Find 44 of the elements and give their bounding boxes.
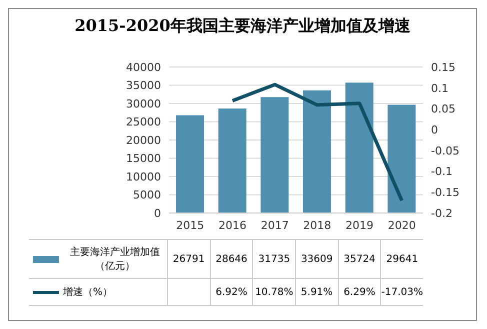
y-tick-label: 0 bbox=[154, 206, 161, 220]
y2-tick-label: -0.1 bbox=[431, 165, 452, 178]
y-tick-label: 40000 bbox=[126, 60, 161, 74]
data-label: -17.03% bbox=[380, 279, 424, 305]
y-tick-label: 20000 bbox=[126, 134, 161, 147]
data-label: 5.91% bbox=[294, 279, 338, 305]
data-label: 6.29% bbox=[338, 279, 380, 305]
y-tick-label: 30000 bbox=[126, 97, 161, 110]
bar bbox=[345, 82, 374, 213]
legend-label: 增速（%） bbox=[63, 286, 114, 299]
data-label: 33609 bbox=[295, 240, 338, 278]
y-tick-label: 5000 bbox=[133, 188, 161, 202]
bar bbox=[303, 90, 331, 213]
y-tick-label: 35000 bbox=[126, 79, 161, 92]
y-tick-label: 15000 bbox=[126, 152, 161, 166]
bar bbox=[388, 104, 416, 213]
chart-title: 2015-2020年我国主要海洋产业增加值及增速 bbox=[74, 15, 412, 37]
data-label: 28646 bbox=[210, 240, 252, 278]
data-label: 35724 bbox=[338, 240, 380, 278]
x-tick-label: 2018 bbox=[303, 218, 332, 232]
data-label: 26791 bbox=[167, 240, 210, 278]
x-tick-label: 2019 bbox=[346, 218, 374, 232]
y2-tick-label: 0.1 bbox=[431, 82, 448, 95]
x-tick-label: 2017 bbox=[260, 218, 289, 232]
y2-tick-label: 0.05 bbox=[431, 102, 456, 116]
y-tick-label: 25000 bbox=[126, 116, 161, 129]
data-label: 31735 bbox=[252, 240, 296, 278]
legend-label: 主要海洋产业增加值（亿元） bbox=[69, 246, 161, 273]
x-tick-label: 2015 bbox=[176, 218, 204, 232]
bar bbox=[218, 108, 246, 213]
y2-tick-label: 0 bbox=[431, 123, 438, 136]
y2-tick-label: 0.15 bbox=[431, 60, 456, 74]
y2-tick-label: -0.15 bbox=[431, 186, 460, 200]
line-series bbox=[230, 82, 404, 202]
x-tick-label: 2016 bbox=[218, 218, 246, 232]
data-label: 6.92% bbox=[210, 279, 252, 305]
y2-tick-label: -0.2 bbox=[431, 206, 452, 220]
bar bbox=[260, 97, 289, 213]
x-tick-label: 2020 bbox=[388, 218, 416, 232]
data-label: 29641 bbox=[380, 240, 424, 278]
y-tick-label: 10000 bbox=[126, 170, 161, 184]
data-label: 10.78% bbox=[252, 279, 295, 305]
y2-tick-label: -0.05 bbox=[431, 144, 460, 158]
bar bbox=[176, 115, 204, 213]
